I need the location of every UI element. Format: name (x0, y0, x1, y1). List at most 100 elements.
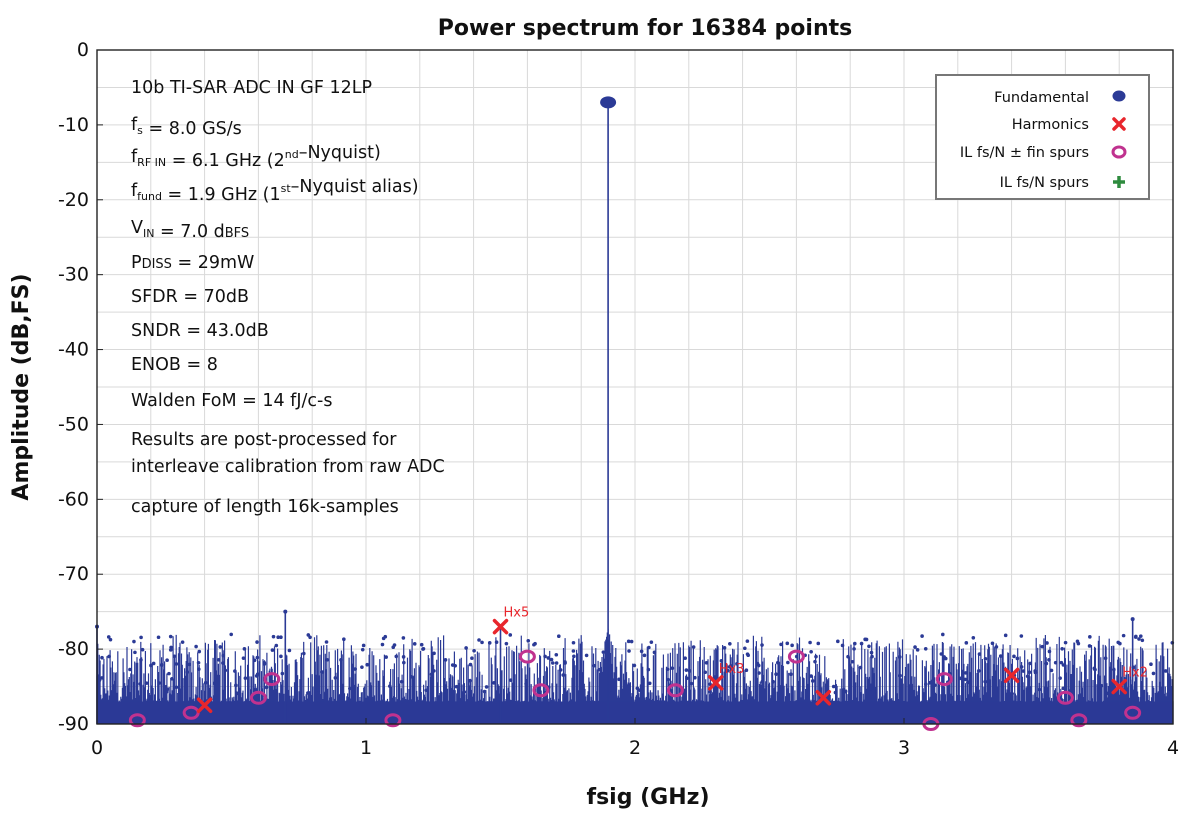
spectrum-point (923, 682, 928, 687)
spectrum-peak-tip (1130, 617, 1135, 622)
spectrum-point (279, 635, 283, 640)
spectrum-point (635, 686, 640, 691)
legend-label: Harmonics (1012, 117, 1089, 133)
spectrum-point (1053, 660, 1058, 665)
spectrum-point (401, 636, 406, 640)
spectrum-point (472, 648, 476, 653)
spectrum-point (852, 641, 857, 646)
spectrum-point (756, 663, 761, 668)
spectrum-point (1003, 633, 1008, 638)
spectrum-point (708, 690, 712, 694)
spectrum-point (1088, 635, 1092, 639)
spectrum-point (1149, 662, 1153, 667)
spectrum-point (106, 635, 111, 639)
spectrum-point (571, 640, 576, 645)
spectrum-point (388, 684, 392, 688)
y-tick-label: 0 (77, 39, 89, 61)
info-line: SNDR = 43.0dB (131, 321, 269, 341)
spectrum-point (1140, 638, 1145, 643)
spectrum-point (255, 672, 260, 676)
spectrum-point (1058, 676, 1062, 680)
il-fin-spur-marker (384, 713, 402, 728)
y-tick-label: -80 (58, 638, 89, 660)
spectrum-point (777, 684, 781, 689)
spectrum-point (1019, 665, 1024, 669)
spectrum-point (561, 673, 565, 677)
legend-il-spur-marker (1113, 176, 1125, 188)
spectrum-point (940, 632, 945, 637)
spectrum-point (384, 655, 388, 659)
spectrum-point (735, 662, 739, 666)
spectrum-point (1159, 686, 1163, 691)
spectrum-point (774, 672, 778, 676)
x-axis-label: fsig (GHz) (587, 785, 710, 810)
spectrum-point (174, 685, 179, 690)
spectrum-point (365, 662, 369, 667)
spectrum-point (241, 656, 246, 660)
spectrum-point (218, 645, 223, 649)
spectrum-point (809, 649, 813, 654)
spectrum-point (443, 658, 448, 662)
spectrum-point (401, 655, 406, 659)
spectrum-point (172, 654, 177, 659)
spectrum-point (221, 661, 225, 665)
spectrum-point (235, 691, 239, 696)
spectrum-point (203, 680, 208, 685)
legend-label: Fundamental (994, 90, 1089, 106)
legend-harmonic-marker (1112, 117, 1126, 131)
spectrum-point (524, 681, 528, 686)
spectrum-point (840, 643, 845, 648)
spectrum-point (833, 690, 838, 695)
spectrum-point (572, 654, 576, 659)
spectrum-point (785, 641, 790, 646)
spectrum-point (391, 645, 396, 650)
il-fin-spur-marker (1124, 705, 1142, 720)
spectrum-point (1025, 674, 1030, 679)
spectrum-point (858, 665, 863, 670)
il-fin-spur-marker (532, 683, 550, 698)
spectrum-point (133, 650, 137, 655)
il-fin-spur-marker (935, 672, 953, 687)
spectrum-point (107, 654, 111, 659)
spectrum-point (360, 665, 364, 669)
spectrum-point (180, 640, 185, 644)
spectrum-point (810, 679, 815, 683)
spectrum-point (592, 663, 597, 668)
spectrum-point (533, 641, 537, 646)
spectrum-point (508, 633, 513, 637)
info-annotations: 10b TI-SAR ADC IN GF 12LP fs = 8.0 GS/s fR… (131, 78, 445, 517)
spectrum-point (584, 653, 589, 658)
spectrum-point (383, 634, 388, 639)
spectrum-point (867, 644, 871, 649)
spectrum-point (1063, 640, 1068, 645)
spectrum-point (1047, 658, 1051, 662)
y-tick-label: -50 (58, 413, 89, 435)
spectrum-point (1015, 656, 1020, 661)
spectrum-point (757, 671, 761, 675)
il-fin-spur-marker (518, 649, 536, 664)
info-line: Walden FoM = 14 fJ/c-s (131, 391, 332, 411)
spectrum-point (151, 661, 156, 666)
info-line: capture of length 16k-samples (131, 497, 399, 517)
legend-label: IL fs/N spurs (1000, 175, 1089, 191)
spectrum-point (1138, 634, 1143, 638)
harmonic-marker (492, 618, 509, 635)
spectrum-point (255, 640, 259, 644)
spectrum-point (726, 668, 730, 673)
spectrum-point (760, 679, 765, 684)
spectrum-point (482, 689, 487, 694)
spectrum-point (140, 647, 145, 652)
spectrum-point (771, 679, 775, 684)
spectrum-point (419, 642, 424, 647)
spectrum-point (149, 663, 153, 668)
spectrum-point (836, 639, 840, 644)
il-fin-spur-marker (128, 713, 146, 728)
x-tick-label: 4 (1167, 737, 1179, 759)
spectrum-point (270, 648, 275, 652)
spectrum-point (316, 688, 321, 692)
spectrum-point (325, 658, 329, 662)
spectrum-point (780, 686, 785, 691)
spectrum-point (543, 654, 547, 659)
spectrum-point (454, 684, 459, 689)
